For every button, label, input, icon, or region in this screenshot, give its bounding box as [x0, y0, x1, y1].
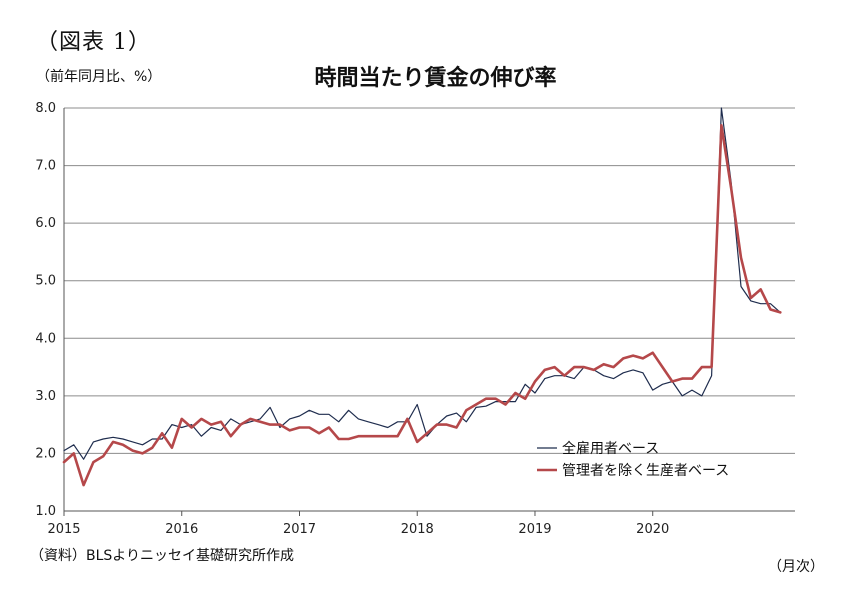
- source-note: （資料）BLSよりニッセイ基礎研究所作成: [30, 548, 295, 564]
- y-tick-label: 6.0: [35, 216, 56, 231]
- y-tick-label: 3.0: [35, 389, 56, 404]
- legend-label-2: 管理者を除く生産者ベース: [562, 463, 729, 479]
- x-tick-label: 2020: [636, 522, 669, 537]
- x-tick-label: 2018: [401, 522, 434, 537]
- y-tick-label: 2.0: [35, 446, 56, 461]
- grid-lines: [64, 107, 795, 454]
- series-line-1: [63, 107, 781, 460]
- legend-label-1: 全雇用者ベース: [562, 440, 659, 457]
- y-tick-label: 1.0: [35, 504, 56, 519]
- x-tick-label: 2019: [518, 522, 551, 537]
- y-axis-unit-label: （前年同月比、%）: [36, 69, 162, 85]
- y-tick-label: 8.0: [35, 101, 56, 116]
- tick-labels: 1.0 2.0 3.0 4.0 5.0 6.0 7.0 8.0 2015 2016 2017 2018…: [35, 101, 669, 537]
- axes: [63, 108, 795, 516]
- y-tick-label: 5.0: [35, 274, 56, 289]
- x-tick-label: 2017: [283, 522, 316, 537]
- series-line-2: [62, 124, 782, 487]
- figure-label: （図表 1）: [36, 30, 151, 55]
- series-lines: [62, 107, 782, 487]
- x-tick-label: 2015: [47, 522, 80, 537]
- y-tick-label: 4.0: [35, 331, 56, 346]
- y-tick-label: 7.0: [35, 159, 56, 174]
- chart-title: 時間当たり賃金の伸び率: [314, 66, 557, 91]
- x-tick-label: 2016: [165, 522, 198, 537]
- x-axis-unit-label: （月次）: [768, 559, 824, 575]
